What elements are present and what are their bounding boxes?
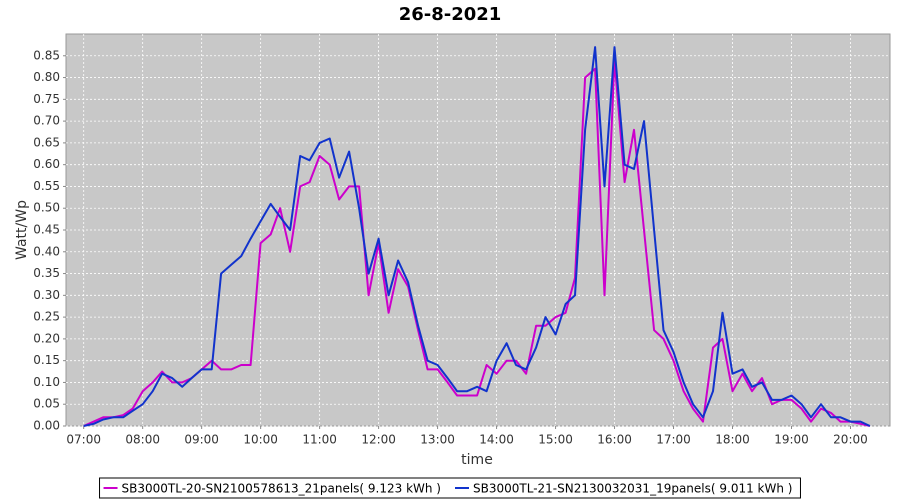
y-tick-label: 0.60 <box>33 157 60 171</box>
x-tick-label: 08:00 <box>125 433 160 447</box>
x-tick-label: 20:00 <box>833 433 868 447</box>
y-tick-label: 0.25 <box>33 310 60 324</box>
y-tick-label: 0.15 <box>33 353 60 367</box>
y-tick-label: 0.80 <box>33 70 60 84</box>
y-tick-label: 0.20 <box>33 331 60 345</box>
x-tick-label: 12:00 <box>361 433 396 447</box>
x-tick-label: 10:00 <box>243 433 278 447</box>
y-tick-label: 0.85 <box>33 48 60 62</box>
y-tick-label: 0.50 <box>33 201 60 215</box>
x-tick-label: 18:00 <box>715 433 750 447</box>
y-tick-label: 0.45 <box>33 223 60 237</box>
y-tick-label: 0.00 <box>33 419 60 433</box>
y-tick-label: 0.70 <box>33 114 60 128</box>
x-tick-label: 11:00 <box>302 433 337 447</box>
y-axis-label: Watt/Wp <box>14 200 30 260</box>
y-tick-label: 0.65 <box>33 135 60 149</box>
series-line <box>83 59 871 427</box>
y-tick-label: 0.05 <box>33 397 60 411</box>
y-tick-label: 0.35 <box>33 266 60 280</box>
y-tick-label: 0.75 <box>33 92 60 106</box>
x-tick-label: 07:00 <box>66 433 101 447</box>
x-tick-label: 13:00 <box>420 433 455 447</box>
x-tick-label: 16:00 <box>597 433 632 447</box>
series-line <box>83 46 871 427</box>
y-tick-label: 0.30 <box>33 288 60 302</box>
legend-text: SB3000TL-20-SN2100578613_21panels( 9.123… <box>122 482 441 496</box>
x-tick-label: 09:00 <box>184 433 219 447</box>
y-tick-label: 0.40 <box>33 244 60 258</box>
y-tick-label: 0.55 <box>33 179 60 193</box>
x-axis-label: time <box>461 452 493 468</box>
x-tick-label: 17:00 <box>656 433 691 447</box>
x-tick-label: 19:00 <box>774 433 809 447</box>
chart-title: 26-8-2021 <box>399 4 502 25</box>
y-tick-label: 0.10 <box>33 375 60 389</box>
legend <box>99 477 801 499</box>
x-tick-label: 15:00 <box>538 433 573 447</box>
legend-text: SB3000TL-21-SN2130032031_19panels( 9.011… <box>473 482 792 496</box>
x-tick-label: 14:00 <box>479 433 514 447</box>
